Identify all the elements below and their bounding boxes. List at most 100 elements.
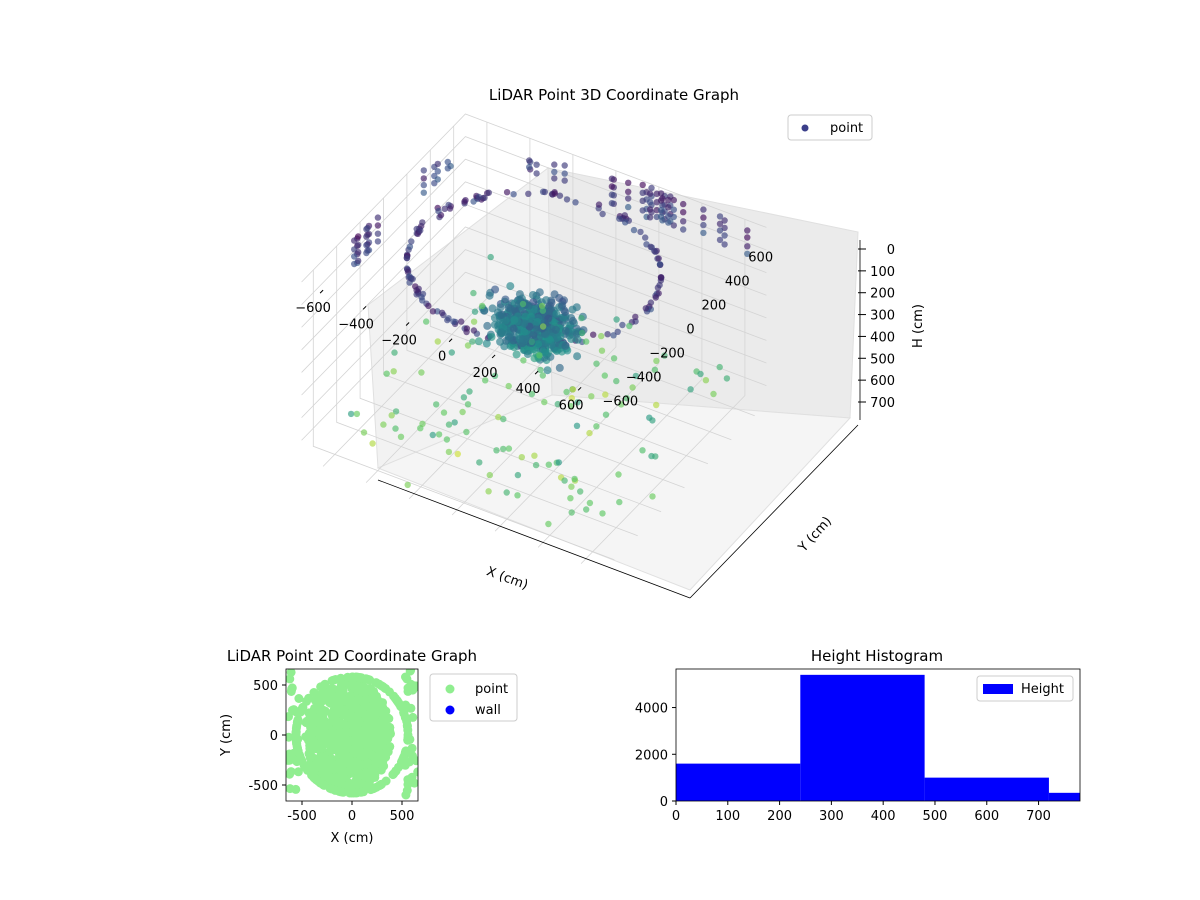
plot2d-legend-wall-marker: [445, 705, 455, 715]
plot3d-point: [471, 308, 479, 315]
plot3d-y-tick-label: −200: [649, 346, 685, 361]
plot3d-ylabel: Y (cm): [795, 514, 835, 556]
plot2d-point: [400, 760, 410, 770]
plot3d-y-tick-label: −600: [602, 394, 638, 409]
plot2d-point: [401, 790, 411, 800]
plot3d-point: [469, 338, 476, 345]
plot3d-point: [586, 429, 593, 437]
plot3d-point: [514, 492, 521, 499]
plot3d-point: [716, 236, 724, 244]
plot3d-point: [647, 243, 654, 250]
plot2d-point: [393, 697, 403, 706]
plot2d-point: [349, 745, 359, 754]
plot3d-point: [744, 250, 751, 257]
plot2d-xlabel: X (cm): [331, 831, 374, 846]
plot3d-point: [577, 488, 584, 495]
plot3d-point: [649, 417, 656, 424]
plot3d-zlabel: H (cm): [911, 304, 926, 348]
plot3d-point: [532, 461, 540, 469]
plot3d-point: [647, 299, 655, 306]
histogram-title: Height Histogram: [811, 647, 943, 665]
plot3d-z-tick-label: 300: [870, 309, 895, 324]
histogram-bar: [924, 777, 1049, 801]
plot3d-y-axis-line: [689, 424, 859, 599]
plot3d-grid-line: [301, 271, 767, 441]
plot3d-point: [425, 302, 432, 310]
plot3d-point: [458, 318, 465, 325]
plot3d-point: [444, 316, 451, 324]
plot3d-point: [463, 328, 470, 336]
plot3d-point: [463, 428, 470, 436]
plot3d-point: [545, 461, 552, 468]
histogram-x-tick-label: 300: [819, 809, 844, 824]
plot2d-point: [335, 750, 344, 759]
plot3d-point: [610, 332, 617, 339]
plot3d-point: [744, 243, 751, 250]
plot3d-point: [593, 360, 600, 367]
plot2d-point: [345, 788, 355, 798]
plot3d-point: [653, 401, 660, 409]
plot3d-point: [374, 238, 382, 245]
plot3d-point: [595, 201, 603, 208]
plot3d-point: [583, 338, 590, 345]
plot3d-point: [486, 471, 493, 479]
plot3d-point: [403, 255, 411, 262]
plot3d-point: [700, 229, 707, 237]
histogram-x-tick-label: 600: [974, 809, 999, 824]
plot3d-point: [470, 198, 477, 205]
plot3d-point: [369, 440, 376, 447]
plot2d-point: [413, 767, 418, 777]
plot2d-point: [318, 708, 327, 717]
plot3d-point: [744, 227, 751, 234]
plot3d-point: [523, 350, 532, 358]
plot2d-point: [334, 758, 343, 768]
plot2d-point: [382, 744, 392, 754]
plot3d-point: [573, 422, 581, 429]
plot3d-point: [558, 301, 567, 310]
plot3d-point: [710, 390, 717, 398]
plot3d-title: LiDAR Point 3D Coordinate Graph: [489, 86, 739, 104]
plot3d-point: [608, 200, 616, 207]
plot2d-point: [310, 703, 319, 713]
plot3d-point: [435, 207, 442, 215]
histogram-x-tick-label: 400: [871, 809, 896, 824]
plot3d-point: [599, 210, 606, 218]
plot3d-point: [598, 347, 606, 354]
plot3d-point: [418, 369, 425, 376]
plot3d-point: [568, 316, 577, 325]
plot3d-point: [464, 342, 472, 349]
plot3d-point: [491, 372, 499, 379]
plot2d-point: [411, 756, 418, 766]
plot3d-point: [423, 318, 430, 325]
plot3d-point: [464, 401, 472, 408]
plot3d-point: [610, 355, 618, 362]
plot3d-point: [657, 206, 665, 214]
plot2d-point: [328, 726, 338, 736]
plot3d-point: [619, 321, 626, 329]
plot3d-point: [461, 198, 468, 205]
plot3d-point: [482, 377, 489, 384]
plot3d-point: [546, 306, 555, 315]
histogram-x-tick-label: 500: [923, 809, 948, 824]
plot3d-grid: [301, 113, 767, 564]
plot3d-point: [561, 170, 568, 177]
plot3d-point: [518, 335, 527, 344]
plot2d-point: [370, 770, 380, 780]
plot3d-point: [446, 205, 454, 212]
plot3d-x-tick-label: −600: [295, 301, 331, 316]
plot3d-point: [524, 301, 533, 310]
plot3d-grid-line: [336, 246, 638, 537]
plot3d-z-tick-label: 500: [870, 352, 895, 367]
plot3d-point: [586, 499, 594, 507]
plot3d-point: [505, 332, 514, 341]
plot3d-point: [598, 332, 605, 340]
plot3d-point: [670, 206, 677, 213]
plot2d-point: [375, 758, 385, 768]
plot3d-point: [567, 335, 576, 343]
plot2d-point: [401, 700, 411, 710]
plot2d-point: [336, 787, 346, 797]
plot3d-point: [445, 448, 453, 456]
plot2d-point: [403, 734, 413, 744]
plot3d-point: [487, 253, 494, 261]
